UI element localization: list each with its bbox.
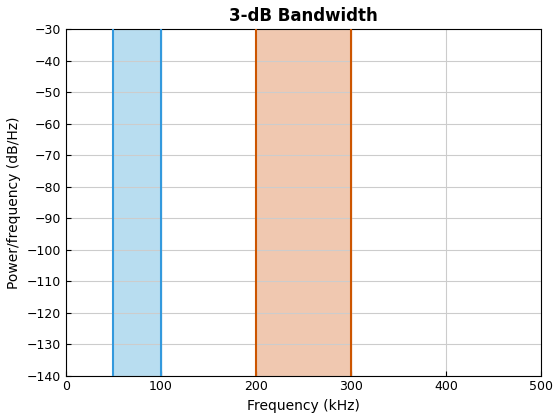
X-axis label: Frequency (kHz): Frequency (kHz) — [247, 399, 360, 413]
Bar — [256, 29, 351, 375]
Title: 3-dB Bandwidth: 3-dB Bandwidth — [229, 7, 378, 25]
Bar — [113, 29, 161, 375]
Y-axis label: Power/frequency (dB/Hz): Power/frequency (dB/Hz) — [7, 116, 21, 289]
